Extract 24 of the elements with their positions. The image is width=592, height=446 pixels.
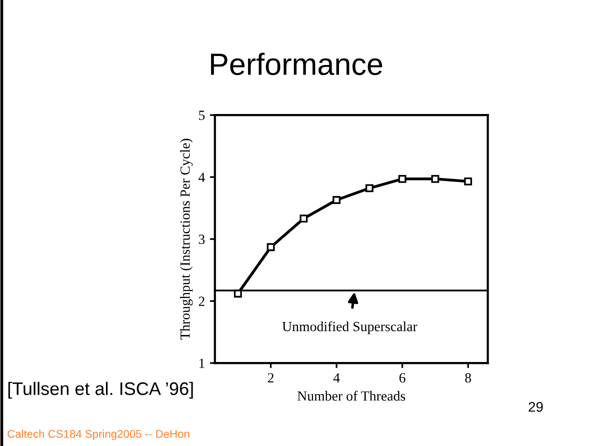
text: 29 xyxy=(528,402,543,412)
point xyxy=(365,184,374,192)
y-tick-label: 1 xyxy=(199,358,204,368)
point xyxy=(300,214,308,223)
y-tick-label: 5 xyxy=(199,110,205,120)
text: Caltech CS184 Spring2005 -- DeHon xyxy=(8,430,190,440)
point xyxy=(332,196,341,204)
point xyxy=(398,174,406,183)
y-tick-label: 4 xyxy=(198,172,205,182)
x-tick-label: 4 xyxy=(333,373,340,382)
point xyxy=(431,174,440,183)
x-tick-label: 6 xyxy=(399,373,406,383)
y-tick-label: 2 xyxy=(198,296,204,306)
x-axis-title: Number of Threads xyxy=(297,390,406,401)
x-tick-label: 8 xyxy=(465,373,472,383)
point xyxy=(464,177,472,186)
point xyxy=(266,243,275,252)
y-tick-label: 3 xyxy=(198,234,205,244)
x-tick-label: 2 xyxy=(268,373,274,382)
text: [Tullsen et al. ISCA ’96] xyxy=(8,382,193,399)
y-axis-title: Throughput (Instructions Per Cycle) xyxy=(180,138,193,340)
point xyxy=(234,290,242,298)
chart-title: Performance xyxy=(211,52,382,76)
annotation: Unmodified Superscalar xyxy=(282,321,418,334)
